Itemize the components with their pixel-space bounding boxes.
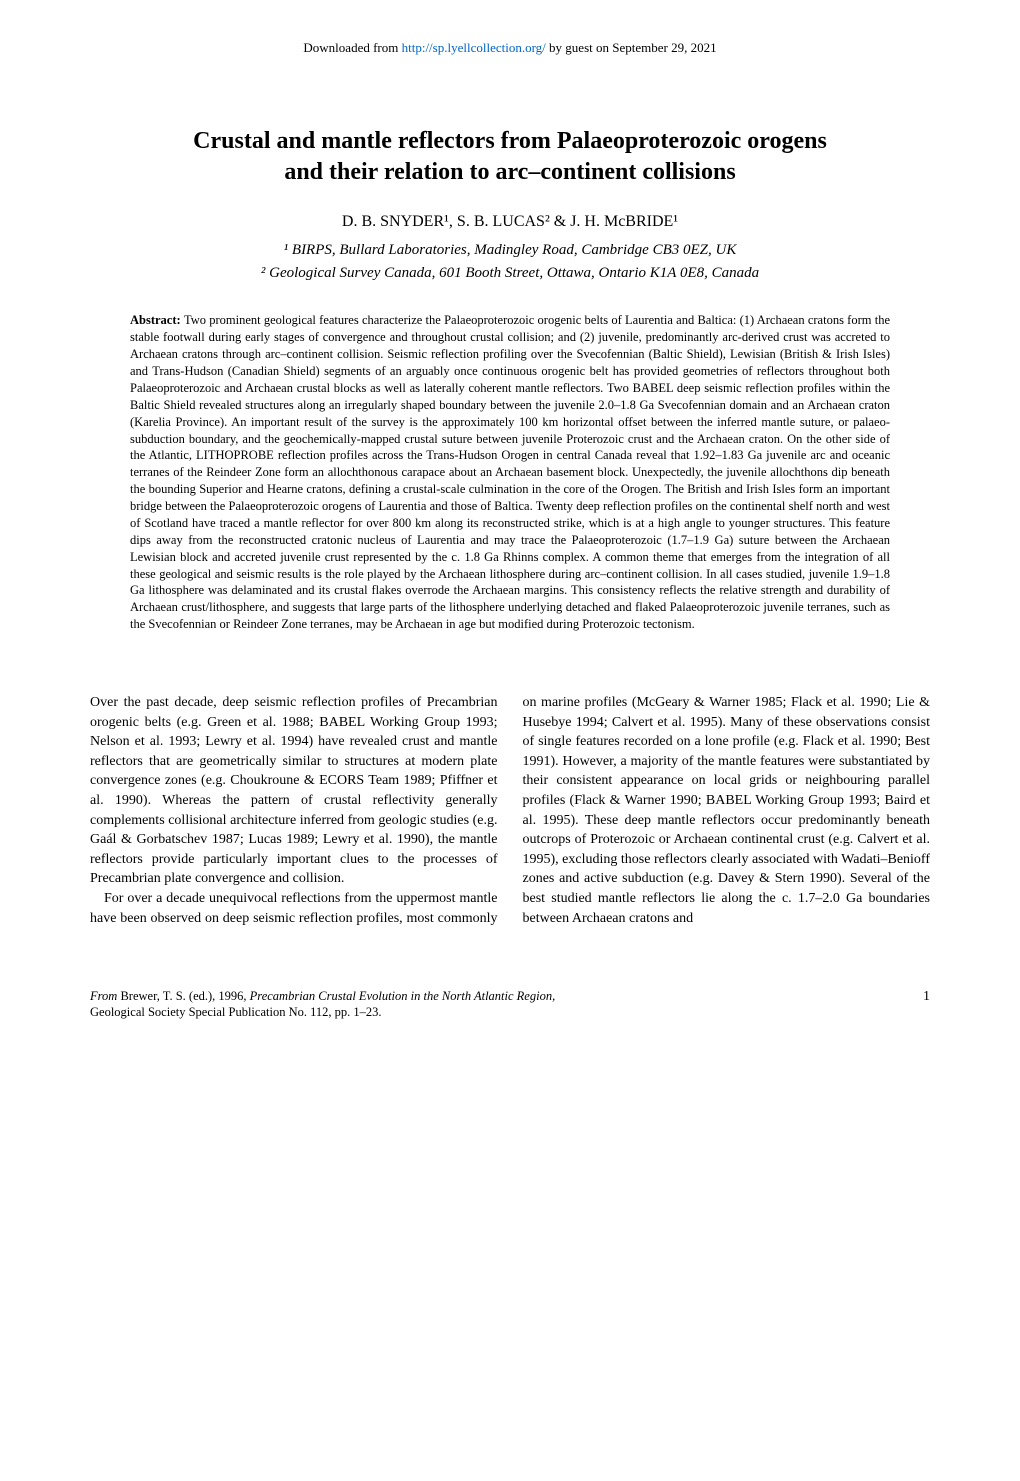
title-line-1: Crustal and mantle reflectors from Palae… [193,128,827,154]
body-text: Over the past decade, deep seismic refle… [90,693,930,928]
authors-line: D. B. SNYDER¹, S. B. LUCAS² & J. H. McBR… [90,213,930,231]
footer-editor: Brewer, T. S. (ed.), 1996, [120,989,249,1003]
page-number: 1 [883,988,930,1021]
footer-line2: Geological Society Special Publication N… [90,1005,382,1019]
title-line-2: and their relation to arc–continent coll… [284,159,735,185]
download-link[interactable]: http://sp.lyellcollection.org/ [402,40,546,55]
abstract-block: Abstract: Two prominent geological featu… [130,312,890,633]
affiliation-1: ¹ BIRPS, Bullard Laboratories, Madingley… [90,239,930,262]
affiliation-2: ² Geological Survey Canada, 601 Booth St… [90,262,930,285]
footer-citation: From Brewer, T. S. (ed.), 1996, Precambr… [90,988,883,1021]
download-suffix: by guest on September 29, 2021 [546,40,717,55]
footer: From Brewer, T. S. (ed.), 1996, Precambr… [90,988,930,1021]
footer-book-title: Precambrian Crustal Evolution in the Nor… [250,989,556,1003]
footer-from: From [90,989,120,1003]
affiliations: ¹ BIRPS, Bullard Laboratories, Madingley… [90,239,930,284]
download-prefix: Downloaded from [303,40,401,55]
abstract-text: Two prominent geological features charac… [130,313,890,631]
download-header: Downloaded from http://sp.lyellcollectio… [90,40,930,56]
body-paragraph-1: Over the past decade, deep seismic refle… [90,693,498,889]
abstract-label: Abstract: [130,313,184,327]
article-title: Crustal and mantle reflectors from Palae… [90,126,930,188]
